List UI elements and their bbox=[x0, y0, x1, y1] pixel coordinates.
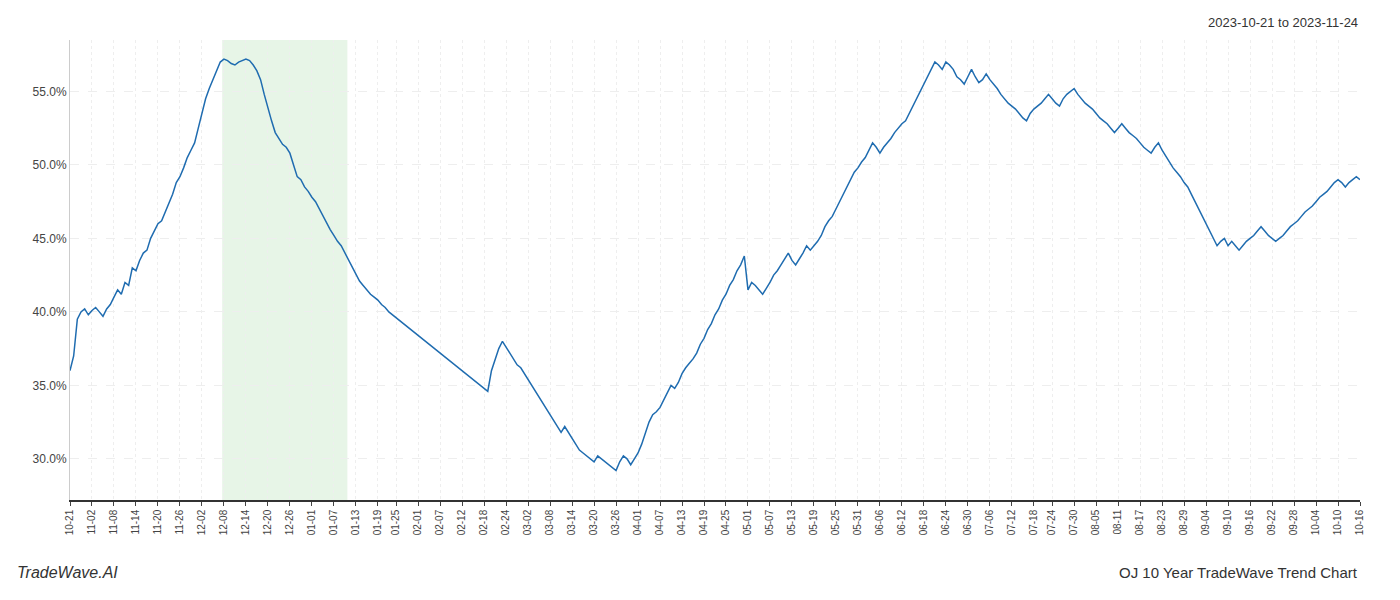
svg-text:05-13: 05-13 bbox=[786, 509, 797, 535]
svg-text:02-12: 02-12 bbox=[456, 509, 467, 535]
svg-text:01-01: 01-01 bbox=[306, 509, 317, 535]
svg-text:02-24: 02-24 bbox=[500, 509, 511, 535]
svg-text:12-14: 12-14 bbox=[240, 509, 251, 535]
svg-text:OJ 10 Year TradeWave Trend Cha: OJ 10 Year TradeWave Trend Chart bbox=[1119, 564, 1358, 581]
svg-text:04-07: 04-07 bbox=[654, 509, 665, 535]
svg-text:06-24: 06-24 bbox=[940, 509, 951, 535]
svg-text:09-04: 09-04 bbox=[1200, 509, 1211, 535]
svg-text:12-08: 12-08 bbox=[218, 509, 229, 535]
svg-text:12-20: 12-20 bbox=[262, 509, 273, 535]
svg-text:09-10: 09-10 bbox=[1222, 509, 1233, 535]
svg-text:40.0%: 40.0% bbox=[33, 305, 67, 319]
svg-text:55.0%: 55.0% bbox=[33, 85, 67, 99]
svg-text:09-28: 09-28 bbox=[1288, 509, 1299, 535]
svg-text:04-01: 04-01 bbox=[632, 509, 643, 535]
svg-text:45.0%: 45.0% bbox=[33, 232, 67, 246]
svg-text:07-06: 07-06 bbox=[984, 509, 995, 535]
svg-text:03-26: 03-26 bbox=[610, 509, 621, 535]
svg-text:02-01: 02-01 bbox=[412, 509, 423, 535]
svg-text:04-25: 04-25 bbox=[720, 509, 731, 535]
svg-text:10-04: 10-04 bbox=[1310, 509, 1321, 535]
svg-text:05-07: 05-07 bbox=[764, 509, 775, 535]
svg-text:08-23: 08-23 bbox=[1156, 509, 1167, 535]
svg-text:05-19: 05-19 bbox=[808, 509, 819, 535]
svg-text:TradeWave.AI: TradeWave.AI bbox=[17, 564, 118, 581]
svg-text:01-25: 01-25 bbox=[390, 509, 401, 535]
svg-text:11-20: 11-20 bbox=[152, 509, 163, 534]
svg-text:07-18: 07-18 bbox=[1028, 509, 1039, 535]
svg-text:09-22: 09-22 bbox=[1266, 509, 1277, 535]
svg-text:07-12: 07-12 bbox=[1006, 509, 1017, 535]
svg-text:05-01: 05-01 bbox=[742, 509, 753, 535]
svg-text:06-12: 06-12 bbox=[896, 509, 907, 535]
svg-text:08-29: 08-29 bbox=[1178, 509, 1189, 535]
svg-text:03-14: 03-14 bbox=[566, 509, 577, 535]
svg-text:10-21: 10-21 bbox=[64, 509, 75, 535]
svg-text:35.0%: 35.0% bbox=[33, 379, 67, 393]
svg-text:2023-10-21 to 2023-11-24: 2023-10-21 to 2023-11-24 bbox=[1208, 15, 1358, 30]
svg-text:02-18: 02-18 bbox=[478, 509, 489, 535]
svg-text:04-19: 04-19 bbox=[698, 509, 709, 535]
svg-text:12-26: 12-26 bbox=[284, 509, 295, 535]
svg-text:04-13: 04-13 bbox=[676, 509, 687, 535]
svg-text:05-31: 05-31 bbox=[852, 509, 863, 535]
svg-text:11-02: 11-02 bbox=[86, 509, 97, 534]
svg-text:08-17: 08-17 bbox=[1134, 509, 1145, 535]
svg-text:08-11: 08-11 bbox=[1112, 509, 1123, 534]
svg-text:06-06: 06-06 bbox=[874, 509, 885, 535]
svg-text:03-02: 03-02 bbox=[522, 509, 533, 535]
svg-text:11-26: 11-26 bbox=[174, 509, 185, 534]
svg-text:03-20: 03-20 bbox=[588, 509, 599, 535]
svg-text:01-07: 01-07 bbox=[328, 509, 339, 535]
svg-text:30.0%: 30.0% bbox=[33, 452, 67, 466]
svg-text:09-16: 09-16 bbox=[1244, 509, 1255, 535]
svg-text:07-30: 07-30 bbox=[1068, 509, 1079, 535]
svg-text:01-19: 01-19 bbox=[372, 509, 383, 535]
svg-text:06-30: 06-30 bbox=[962, 509, 973, 535]
svg-text:07-24: 07-24 bbox=[1046, 509, 1057, 535]
svg-text:11-14: 11-14 bbox=[130, 509, 141, 534]
svg-text:06-18: 06-18 bbox=[918, 509, 929, 535]
svg-text:11-08: 11-08 bbox=[108, 509, 119, 534]
svg-text:03-08: 03-08 bbox=[544, 509, 555, 535]
svg-text:01-13: 01-13 bbox=[350, 509, 361, 535]
svg-text:02-07: 02-07 bbox=[434, 509, 445, 535]
svg-text:50.0%: 50.0% bbox=[33, 158, 67, 172]
svg-text:10-10: 10-10 bbox=[1332, 509, 1343, 535]
svg-text:08-05: 08-05 bbox=[1090, 509, 1101, 535]
svg-text:10-16: 10-16 bbox=[1354, 509, 1365, 535]
svg-text:05-25: 05-25 bbox=[830, 509, 841, 535]
svg-text:12-02: 12-02 bbox=[196, 509, 207, 535]
